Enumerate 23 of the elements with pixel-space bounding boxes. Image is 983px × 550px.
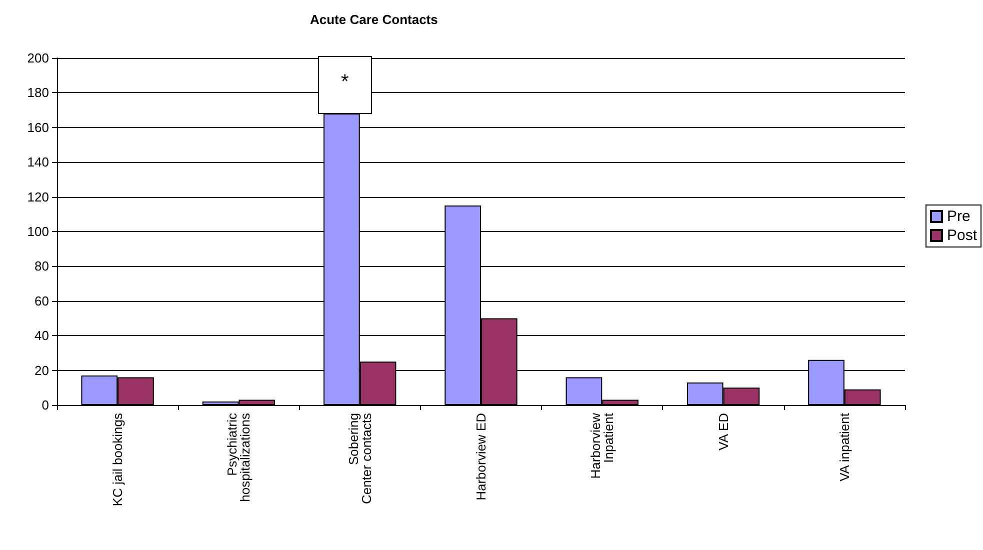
x-tick-label: VA ED (716, 413, 731, 450)
y-tick-label: 20 (34, 362, 49, 378)
y-tick-label: 120 (27, 189, 49, 204)
y-tick-label: 100 (27, 224, 49, 239)
x-tick-label: VA inpatient (836, 412, 852, 482)
y-tick-label: 140 (27, 154, 49, 170)
y-tick-label: 200 (27, 50, 49, 66)
x-tick-label: KC jail bookings (110, 412, 126, 506)
legend-label: Post (946, 227, 978, 244)
annotation: * (340, 70, 349, 94)
legend-label: Pre (946, 208, 970, 225)
y-tick-label: 80 (34, 258, 49, 274)
y-tick-label: 160 (27, 120, 49, 135)
x-tick-label: Harborview ED (474, 413, 488, 500)
y-tick-label: 0 (42, 398, 49, 412)
y-tick-label: 180 (27, 85, 49, 100)
x-tick-label: Harborview Inpatient (588, 412, 616, 479)
y-tick-label: 60 (34, 293, 49, 308)
y-tick-label: 40 (34, 328, 49, 344)
x-tick-label: Psychiatric hospitalizations (224, 412, 253, 502)
note-box: * (318, 56, 372, 114)
x-tick-label: Sobering Center contacts (346, 412, 374, 504)
chart-title: Acute Care Contacts (310, 12, 438, 27)
